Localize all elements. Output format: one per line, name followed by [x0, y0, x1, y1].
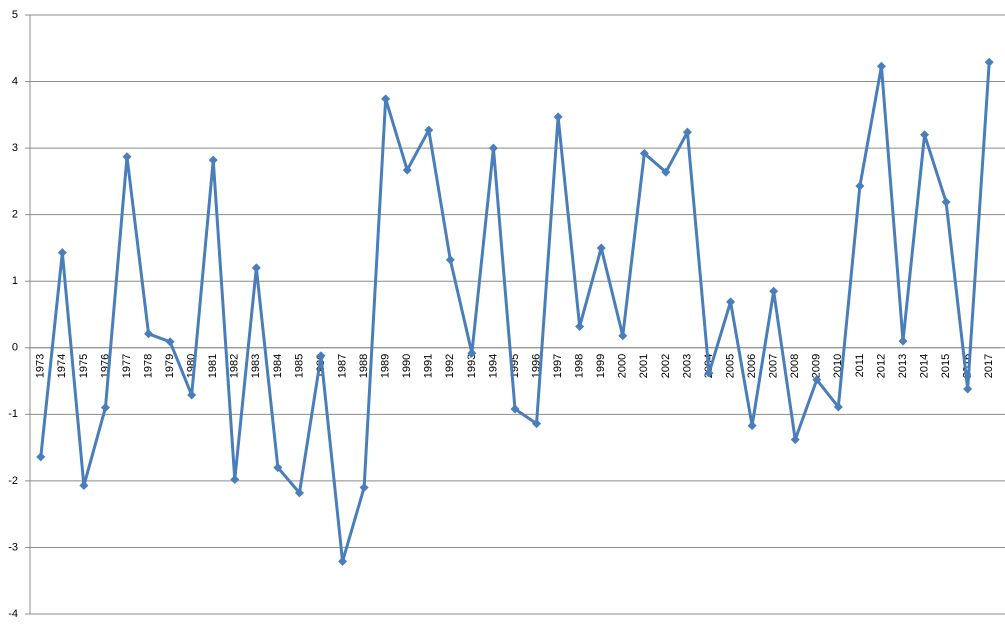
- data-point: [747, 421, 757, 431]
- data-point: [575, 321, 585, 331]
- x-tick-label: 1990: [401, 354, 413, 378]
- y-tick-label: 1: [12, 275, 18, 287]
- x-tick-label: 1989: [380, 354, 392, 378]
- data-point: [769, 286, 779, 296]
- data-point: [898, 336, 908, 346]
- data-point: [488, 143, 498, 153]
- data-point: [510, 404, 520, 414]
- data-point: [963, 384, 973, 394]
- data-point: [273, 463, 283, 473]
- x-tick-label: 1977: [121, 354, 133, 378]
- data-point: [79, 481, 89, 491]
- x-tick-label: 1973: [35, 354, 47, 378]
- data-point: [381, 94, 391, 104]
- y-tick-label: 3: [12, 142, 18, 154]
- x-tick-label: 2011: [854, 354, 866, 378]
- data-point: [790, 435, 800, 445]
- data-point: [467, 348, 477, 358]
- x-tick-label: 1982: [229, 354, 241, 378]
- data-point: [682, 127, 692, 137]
- data-point: [100, 403, 110, 413]
- x-tick-label: 1984: [272, 354, 284, 378]
- x-tick-label: 1992: [444, 354, 456, 378]
- x-tick-label: 1983: [250, 354, 262, 378]
- y-tick-label: 4: [12, 75, 18, 87]
- data-point: [833, 402, 843, 412]
- data-point: [704, 368, 714, 378]
- x-tick-label: 2008: [789, 354, 801, 378]
- y-tick-label: -2: [8, 475, 18, 487]
- x-tick-label: 2013: [897, 354, 909, 378]
- data-point: [338, 556, 348, 566]
- data-point: [920, 130, 930, 140]
- data-point: [596, 243, 606, 253]
- x-tick-label: 2001: [638, 354, 650, 378]
- x-tick-label: 2015: [940, 354, 952, 378]
- x-tick-label: 1998: [574, 354, 586, 378]
- x-tick-label: 2009: [811, 354, 823, 378]
- data-point: [941, 197, 951, 207]
- x-tick-label: 1997: [552, 354, 564, 378]
- data-point: [639, 148, 649, 158]
- data-point: [553, 112, 563, 122]
- data-point: [618, 331, 628, 341]
- x-tick-label: 1991: [423, 354, 435, 378]
- y-tick-label: 2: [12, 209, 18, 221]
- y-tick-label: -4: [8, 608, 18, 620]
- x-tick-label: 1985: [293, 354, 305, 378]
- x-tick-label: 1978: [142, 354, 154, 378]
- data-point: [359, 483, 369, 493]
- data-point: [165, 337, 175, 347]
- x-tick-label: 2012: [875, 354, 887, 378]
- x-tick-label: 2000: [617, 354, 629, 378]
- data-point: [532, 419, 542, 429]
- data-point: [876, 61, 886, 71]
- data-point: [187, 390, 197, 400]
- x-tick-label: 1999: [595, 354, 607, 378]
- data-line: [39, 62, 991, 563]
- data-point: [251, 263, 261, 273]
- y-tick-label: -1: [8, 408, 18, 420]
- data-point: [36, 452, 46, 462]
- x-tick-label: 1975: [78, 354, 90, 378]
- x-tick-label: 1994: [487, 354, 499, 378]
- data-point: [402, 165, 412, 175]
- x-tick-label: 2007: [768, 354, 780, 378]
- x-tick-label: 2017: [983, 354, 995, 378]
- data-point: [445, 255, 455, 265]
- x-tick-label: 1987: [336, 354, 348, 378]
- data-point: [726, 297, 736, 307]
- y-tick-label: 0: [12, 342, 18, 354]
- data-point: [812, 375, 822, 385]
- data-point: [424, 125, 434, 135]
- x-tick-label: 2006: [746, 354, 758, 378]
- x-tick-label: 1993: [466, 354, 478, 378]
- y-tick-label: 5: [12, 9, 18, 21]
- x-tick-label: 1979: [164, 354, 176, 378]
- x-tick-label: 2002: [660, 354, 672, 378]
- data-point: [984, 57, 994, 67]
- data-point: [316, 351, 326, 361]
- data-point: [57, 248, 67, 258]
- data-point: [122, 152, 132, 162]
- data-point: [661, 167, 671, 177]
- x-tick-label: 2005: [724, 354, 736, 378]
- data-point: [855, 181, 865, 191]
- y-tick-label: -3: [8, 541, 18, 553]
- data-point: [294, 488, 304, 498]
- x-tick-label: 2014: [918, 354, 930, 378]
- x-tick-label: 1974: [56, 354, 68, 378]
- data-point: [208, 155, 218, 165]
- x-tick-label: 1988: [358, 354, 370, 378]
- x-tick-label: 1981: [207, 354, 219, 378]
- data-point: [144, 329, 154, 339]
- x-tick-label: 2003: [681, 354, 693, 378]
- data-point: [230, 475, 240, 485]
